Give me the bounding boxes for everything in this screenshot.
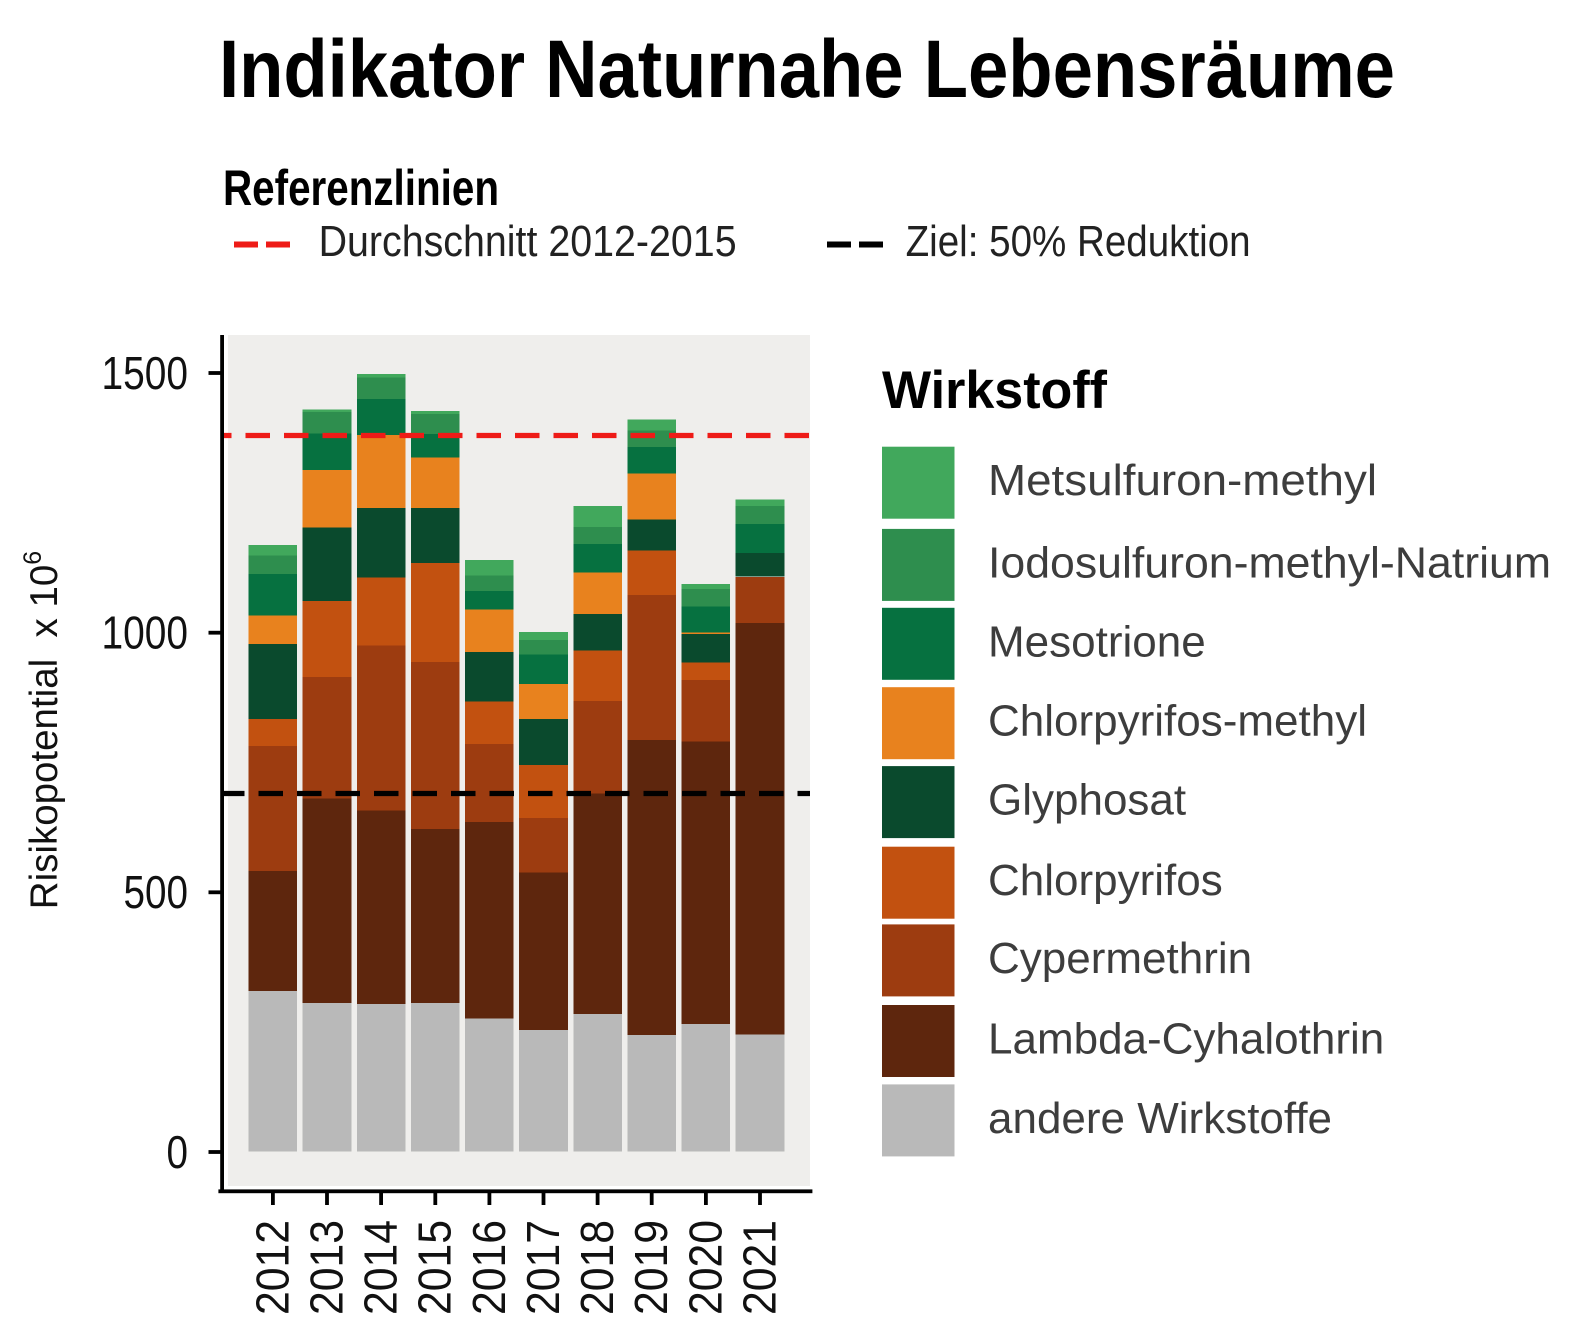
svg-text:Indikator Naturnahe Lebensräum: Indikator Naturnahe Lebensräume xyxy=(219,24,1395,115)
svg-text:Risikopotential x 106: Risikopotential x 106 xyxy=(19,551,66,909)
svg-text:Glyphosat: Glyphosat xyxy=(988,776,1186,825)
svg-text:2015: 2015 xyxy=(409,1220,461,1315)
svg-text:Wirkstoff: Wirkstoff xyxy=(882,361,1107,420)
svg-text:1500: 1500 xyxy=(102,347,189,399)
svg-text:2021: 2021 xyxy=(733,1220,785,1315)
svg-text:2014: 2014 xyxy=(355,1220,407,1315)
svg-text:Lambda-Cyhalothrin: Lambda-Cyhalothrin xyxy=(988,1015,1384,1064)
svg-text:andere Wirkstoffe: andere Wirkstoffe xyxy=(988,1094,1332,1143)
svg-text:Durchschnitt 2012-2015: Durchschnitt 2012-2015 xyxy=(319,217,737,266)
svg-text:2013: 2013 xyxy=(300,1220,352,1315)
svg-text:2020: 2020 xyxy=(679,1220,731,1315)
svg-text:Chlorpyrifos-methyl: Chlorpyrifos-methyl xyxy=(988,697,1367,746)
svg-text:Chlorpyrifos: Chlorpyrifos xyxy=(988,856,1223,905)
svg-text:Cypermethrin: Cypermethrin xyxy=(988,934,1252,983)
svg-text:2018: 2018 xyxy=(571,1220,623,1315)
svg-text:Referenzlinien: Referenzlinien xyxy=(223,160,499,216)
svg-text:Metsulfuron-methyl: Metsulfuron-methyl xyxy=(988,456,1377,505)
svg-text:2019: 2019 xyxy=(625,1220,677,1315)
svg-text:Ziel: 50% Reduktion: Ziel: 50% Reduktion xyxy=(906,217,1251,266)
svg-text:500: 500 xyxy=(124,866,189,918)
svg-text:2016: 2016 xyxy=(463,1220,515,1315)
svg-text:Mesotrione: Mesotrione xyxy=(988,617,1206,666)
svg-text:Iodosulfuron-methyl-Natrium: Iodosulfuron-methyl-Natrium xyxy=(988,538,1551,587)
svg-text:2017: 2017 xyxy=(517,1220,569,1315)
svg-text:0: 0 xyxy=(167,1126,189,1178)
svg-text:2012: 2012 xyxy=(246,1220,298,1315)
svg-text:1000: 1000 xyxy=(102,607,189,659)
